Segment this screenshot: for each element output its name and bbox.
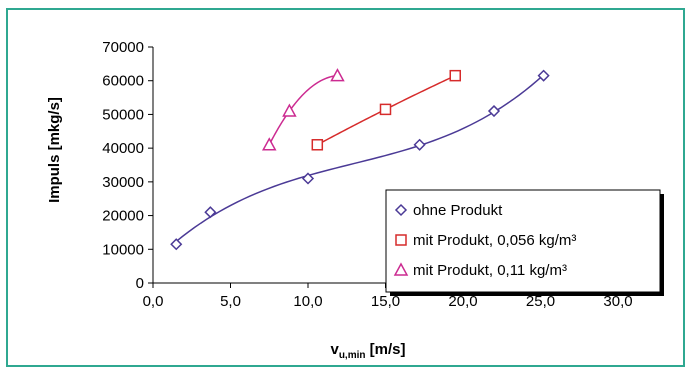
data-point-series-1 xyxy=(537,69,550,82)
x-tick-label: 15,0 xyxy=(371,293,400,310)
data-point-series-1 xyxy=(170,238,183,251)
legend-label-series-3: mit Produkt, 0,11 kg/m³ xyxy=(413,262,567,279)
data-point-series-1 xyxy=(301,172,315,185)
data-point-series-2 xyxy=(379,103,392,116)
trend-line-series-3 xyxy=(268,74,338,146)
x-tick-label: 5,0 xyxy=(220,293,241,310)
data-point-series-1 xyxy=(487,104,501,118)
axes: 0 10000 20000 30000 40000 50000 60000 70000 0,0 5… xyxy=(102,39,632,310)
x-axis-title: vu,min [m/s] xyxy=(330,341,405,361)
x-tick-label: 10,0 xyxy=(293,293,322,310)
y-tick-label: 70000 xyxy=(102,39,144,56)
y-tick-label: 30000 xyxy=(102,174,144,191)
legend-label-series-1: ohne Produkt xyxy=(413,202,503,219)
y-axis-title: Impuls [mkg/s] xyxy=(46,97,63,203)
data-point-series-1 xyxy=(413,138,426,151)
y-tick-label: 0 xyxy=(136,275,144,292)
y-tick-label: 40000 xyxy=(102,140,144,157)
legend-label-series-2: mit Produkt, 0,056 kg/m³ xyxy=(413,232,576,249)
legend-marker-series-3 xyxy=(393,262,409,276)
trend-line-series-1 xyxy=(175,74,545,242)
data-point-series-2 xyxy=(449,69,461,82)
x-tick-label: 30,0 xyxy=(603,293,632,310)
legend-marker-series-1 xyxy=(394,203,408,217)
chart-frame: 0 10000 20000 30000 40000 50000 60000 70000 0,0 5… xyxy=(6,8,685,367)
y-tick-label: 20000 xyxy=(102,208,144,225)
data-point-series-2 xyxy=(311,139,324,151)
legend-box xyxy=(385,189,661,293)
y-tick-label: 10000 xyxy=(102,241,144,258)
data-point-series-1 xyxy=(204,206,217,219)
legend-marker-series-2 xyxy=(395,234,407,246)
chart-canvas: 0 10000 20000 30000 40000 50000 60000 70000 0,0 5… xyxy=(46,39,664,361)
y-tick-label: 60000 xyxy=(102,73,144,90)
x-tick-label: 25,0 xyxy=(526,293,555,310)
x-tick-label: 20,0 xyxy=(448,293,477,310)
data-point-series-3 xyxy=(282,103,297,117)
data-markers xyxy=(170,68,550,251)
data-point-series-3 xyxy=(261,137,277,151)
x-tick-label: 0,0 xyxy=(143,293,164,310)
data-point-series-3 xyxy=(330,68,345,82)
y-tick-label: 50000 xyxy=(102,106,144,123)
legend: ohne Produkt mit Produkt, 0,056 kg/m³ mit … xyxy=(385,189,664,296)
